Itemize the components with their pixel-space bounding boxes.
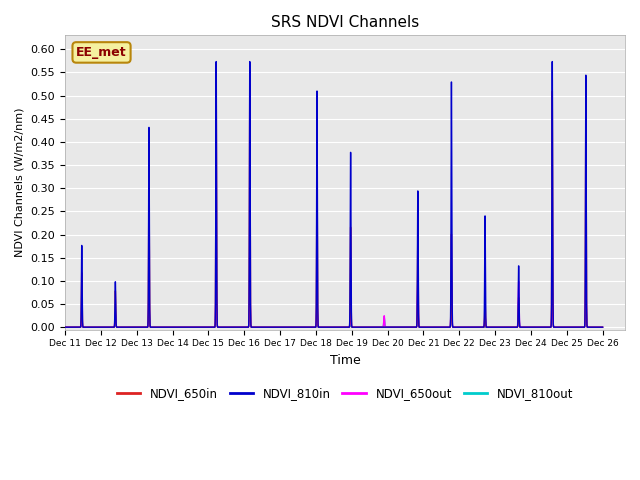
Line: NDVI_810in: NDVI_810in — [65, 61, 603, 327]
NDVI_810in — [459, 324, 467, 330]
NDVI_810in — [61, 324, 69, 330]
NDVI_650in — [246, 82, 253, 87]
NDVI_810in — [420, 324, 428, 330]
Title: SRS NDVI Channels: SRS NDVI Channels — [271, 15, 419, 30]
NDVI_810in — [474, 324, 482, 330]
NDVI_650out — [459, 324, 467, 330]
NDVI_810in — [599, 324, 607, 330]
Y-axis label: NDVI Channels (W/m2/nm): NDVI Channels (W/m2/nm) — [15, 108, 25, 257]
NDVI_650out — [212, 276, 220, 282]
NDVI_650in — [420, 324, 428, 330]
NDVI_810out — [420, 324, 428, 330]
Legend: NDVI_650in, NDVI_810in, NDVI_650out, NDVI_810out: NDVI_650in, NDVI_810in, NDVI_650out, NDV… — [112, 383, 578, 405]
NDVI_650out — [409, 324, 417, 330]
NDVI_650out — [61, 324, 69, 330]
NDVI_650out — [420, 324, 428, 330]
NDVI_810out — [599, 324, 607, 330]
NDVI_650out — [599, 324, 607, 330]
NDVI_650out — [474, 324, 482, 330]
NDVI_810out — [409, 324, 417, 330]
Line: NDVI_810out: NDVI_810out — [65, 295, 603, 327]
NDVI_650in — [474, 324, 482, 330]
NDVI_810in — [483, 323, 490, 329]
NDVI_650out — [154, 324, 161, 330]
NDVI_810in — [154, 324, 161, 330]
NDVI_650in — [61, 324, 69, 330]
NDVI_810out — [61, 324, 69, 330]
Line: NDVI_650in: NDVI_650in — [65, 84, 603, 327]
NDVI_650in — [483, 324, 490, 330]
NDVI_810in — [212, 59, 220, 64]
X-axis label: Time: Time — [330, 354, 360, 367]
NDVI_650in — [599, 324, 607, 330]
Text: EE_met: EE_met — [76, 46, 127, 59]
Line: NDVI_650out: NDVI_650out — [65, 279, 603, 327]
NDVI_810out — [212, 292, 220, 298]
NDVI_810in — [409, 324, 417, 330]
NDVI_650out — [483, 324, 490, 330]
NDVI_650in — [409, 324, 417, 330]
NDVI_810out — [474, 324, 482, 330]
NDVI_810out — [459, 324, 467, 330]
NDVI_810out — [483, 324, 490, 330]
NDVI_650in — [154, 324, 161, 330]
NDVI_650in — [459, 324, 467, 330]
NDVI_810out — [154, 324, 161, 330]
